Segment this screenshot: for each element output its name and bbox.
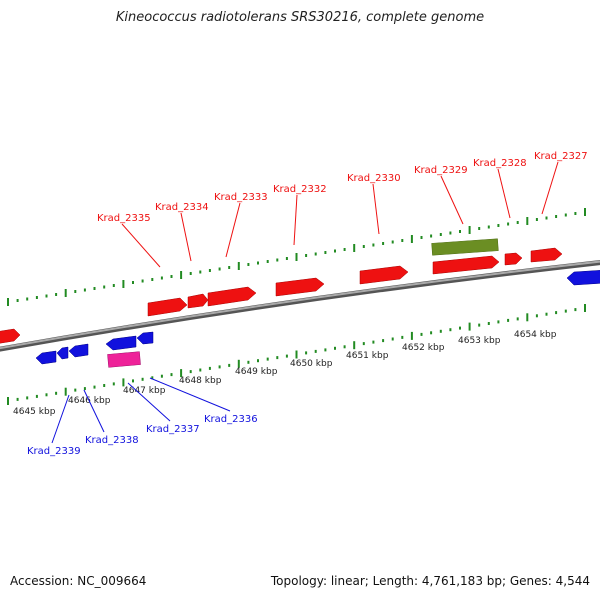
- label-krad-2332[interactable]: Krad_2332: [273, 184, 327, 195]
- scale-label-4649: 4649 kbp: [235, 367, 278, 377]
- gene-arrow-krad-2328[interactable]: [504, 252, 523, 266]
- scale-label-4651: 4651 kbp: [346, 351, 389, 361]
- scale-label-4652: 4652 kbp: [402, 343, 445, 353]
- scale-label-4645: 4645 kbp: [13, 407, 56, 417]
- label-krad-2339[interactable]: Krad_2339: [27, 446, 81, 457]
- forward-genes: [0, 238, 563, 344]
- gene-arrow-krad-2333[interactable]: [207, 286, 257, 307]
- leader-krad-2327: [541, 161, 559, 215]
- scale-label-4653: 4653 kbp: [458, 336, 501, 346]
- reverse-gene-labels: Krad_2339 Krad_2338 Krad_2337 Krad_2336: [27, 377, 258, 457]
- leader-krad-2330: [372, 183, 380, 235]
- genome-backbone-highlight: [0, 260, 600, 350]
- label-krad-2337[interactable]: Krad_2337: [146, 424, 200, 435]
- leader-krad-2339: [51, 394, 70, 444]
- leader-krad-2328: [497, 168, 511, 219]
- leader-krad-2337: [127, 382, 171, 422]
- gene-arrow-krad-2330[interactable]: [359, 265, 409, 285]
- reverse-genes: [35, 270, 600, 368]
- genome-summary-text: Topology: linear; Length: 4,761,183 bp; …: [270, 574, 590, 588]
- label-krad-2338[interactable]: Krad_2338: [85, 435, 139, 446]
- gene-arrow-krad-2339[interactable]: [35, 350, 57, 365]
- gene-arrow-krad-2336-fwd-left[interactable]: [0, 328, 21, 344]
- label-krad-2330[interactable]: Krad_2330: [347, 173, 401, 184]
- label-krad-2327[interactable]: Krad_2327: [534, 151, 588, 162]
- leader-krad-2334: [180, 212, 192, 262]
- leader-krad-2338: [83, 389, 105, 433]
- accession-text: Accession: NC_009664: [10, 574, 147, 588]
- scale-label-4654: 4654 kbp: [514, 330, 557, 340]
- scale-label-4650: 4650 kbp: [290, 359, 333, 369]
- leader-krad-2333: [225, 202, 241, 258]
- gene-arrow-krad-2334[interactable]: [187, 293, 209, 309]
- gene-arrow-krad-2336[interactable]: [136, 331, 154, 345]
- gene-arrow-krad-2338a[interactable]: [56, 346, 69, 360]
- gene-arrow-krad-2327[interactable]: [530, 247, 563, 263]
- gene-arrow-krad-2335[interactable]: [147, 297, 188, 317]
- gene-arrow-reverse-right-edge[interactable]: [566, 270, 600, 286]
- gene-arrow-krad-2332[interactable]: [275, 277, 325, 297]
- label-krad-2336[interactable]: Krad_2336: [204, 414, 258, 425]
- forward-gene-labels: Krad_2335 Krad_2334 Krad_2333 Krad_2332 …: [97, 151, 588, 268]
- feature-bar-olive[interactable]: [431, 238, 499, 256]
- map-title: Kineococcus radiotolerans SRS30216, comp…: [115, 10, 485, 25]
- rna-gene-pink[interactable]: [107, 351, 141, 368]
- label-krad-2334[interactable]: Krad_2334: [155, 202, 209, 213]
- forward-tick-row: [7, 208, 586, 306]
- scale-label-4648: 4648 kbp: [179, 376, 222, 386]
- label-krad-2329[interactable]: Krad_2329: [414, 165, 468, 176]
- label-krad-2333[interactable]: Krad_2333: [214, 192, 268, 203]
- label-krad-2328[interactable]: Krad_2328: [473, 158, 527, 169]
- genome-backbone: [0, 260, 600, 352]
- leader-krad-2335: [121, 223, 161, 268]
- leader-krad-2332: [293, 194, 298, 246]
- scale-label-4647: 4647 kbp: [123, 386, 166, 396]
- gene-arrow-krad-2329[interactable]: [432, 255, 500, 275]
- gene-arrow-krad-2338b[interactable]: [68, 343, 89, 358]
- leader-krad-2329: [440, 175, 464, 225]
- leader-krad-2336: [149, 377, 231, 412]
- label-krad-2335[interactable]: Krad_2335: [97, 213, 151, 224]
- gene-arrow-krad-2337[interactable]: [105, 335, 137, 351]
- reverse-tick-row: [7, 304, 586, 405]
